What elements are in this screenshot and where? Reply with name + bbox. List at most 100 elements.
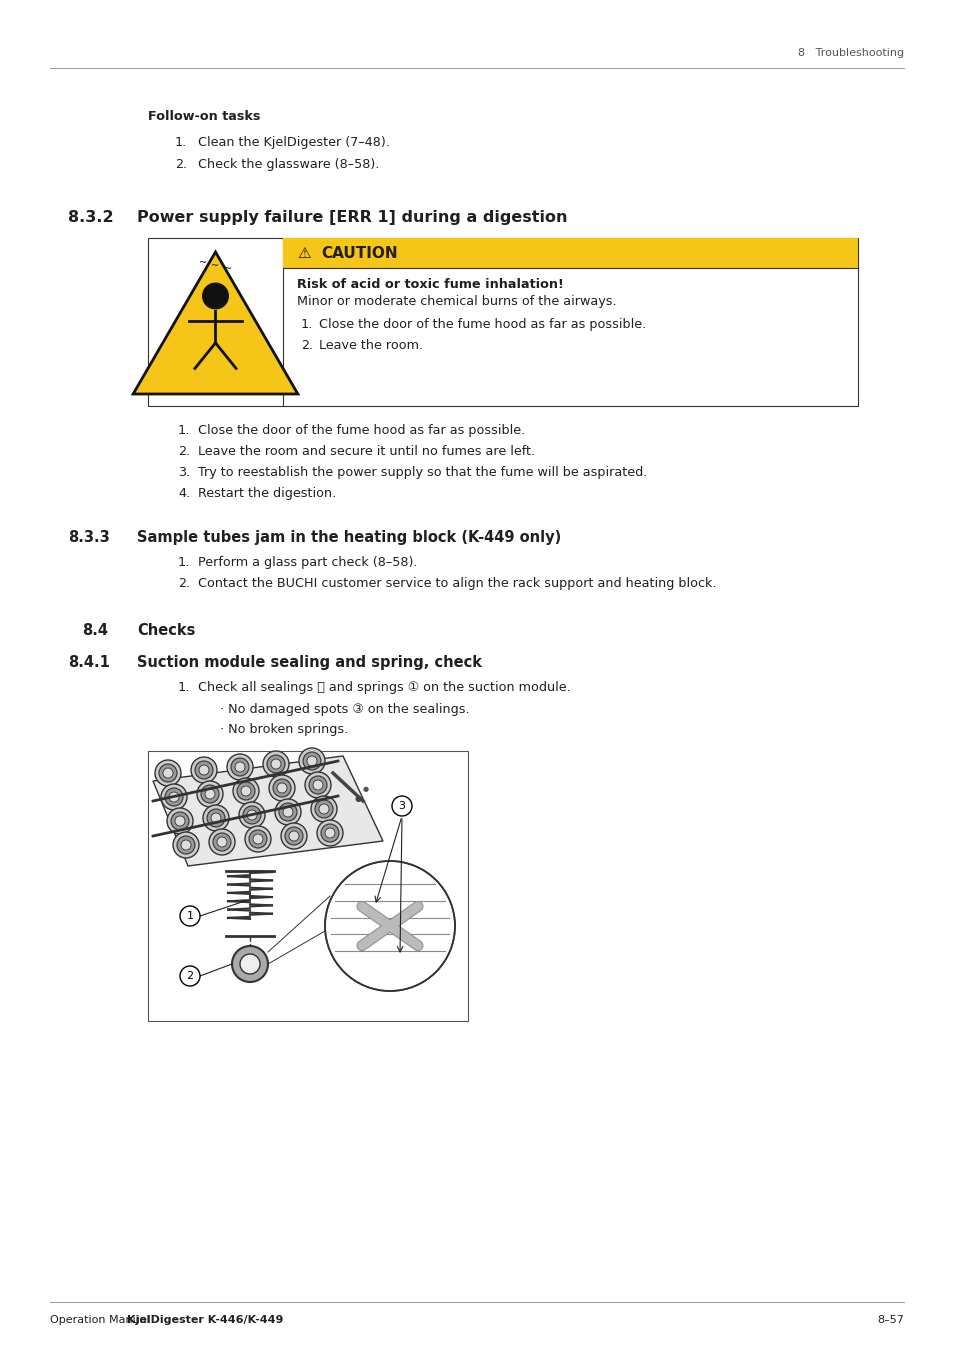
- Text: Restart the digestion.: Restart the digestion.: [198, 487, 335, 500]
- Text: 2.: 2.: [178, 576, 190, 590]
- Text: Power supply failure [ERR 1] during a digestion: Power supply failure [ERR 1] during a di…: [137, 211, 567, 225]
- Text: 8.4: 8.4: [82, 622, 108, 639]
- Circle shape: [253, 834, 263, 844]
- Text: Operation Manual: Operation Manual: [50, 1315, 150, 1324]
- Circle shape: [273, 779, 291, 796]
- Circle shape: [177, 836, 194, 855]
- Text: 1.: 1.: [174, 136, 187, 148]
- Text: ●: ●: [362, 786, 369, 792]
- Text: Check the glassware (8–58).: Check the glassware (8–58).: [198, 158, 379, 171]
- Text: 1.: 1.: [178, 680, 190, 694]
- Circle shape: [285, 828, 303, 845]
- Circle shape: [271, 759, 281, 769]
- Text: Minor or moderate chemical burns of the airways.: Minor or moderate chemical burns of the …: [296, 296, 616, 308]
- Circle shape: [196, 782, 223, 807]
- Circle shape: [303, 752, 320, 769]
- Text: Suction module sealing and spring, check: Suction module sealing and spring, check: [137, 655, 481, 670]
- Circle shape: [311, 796, 336, 822]
- Circle shape: [174, 815, 185, 826]
- Circle shape: [263, 751, 289, 778]
- Text: 3.: 3.: [178, 466, 190, 479]
- Circle shape: [167, 809, 193, 834]
- Text: 1.: 1.: [178, 556, 190, 568]
- Text: 8–57: 8–57: [876, 1315, 903, 1324]
- Text: Perform a glass part check (8–58).: Perform a glass part check (8–58).: [198, 556, 417, 568]
- Circle shape: [159, 764, 177, 782]
- Text: CAUTION: CAUTION: [320, 246, 397, 261]
- Circle shape: [307, 756, 316, 765]
- Text: Leave the room and secure it until no fumes are left.: Leave the room and secure it until no fu…: [198, 446, 535, 458]
- Text: Close the door of the fume hood as far as possible.: Close the door of the fume hood as far a…: [198, 424, 525, 437]
- Circle shape: [181, 840, 191, 850]
- Circle shape: [180, 967, 200, 985]
- Circle shape: [154, 760, 181, 786]
- Text: KjelDigester K-446/K-449: KjelDigester K-446/K-449: [127, 1315, 283, 1324]
- Circle shape: [325, 828, 335, 838]
- Text: Check all sealings Ⓐ and springs ① on the suction module.: Check all sealings Ⓐ and springs ① on th…: [198, 680, 570, 694]
- Circle shape: [171, 811, 189, 830]
- FancyBboxPatch shape: [148, 751, 468, 1021]
- FancyBboxPatch shape: [283, 238, 857, 269]
- Text: ●: ●: [354, 795, 361, 803]
- Circle shape: [161, 784, 187, 810]
- Circle shape: [163, 768, 172, 778]
- Text: 2: 2: [186, 971, 193, 981]
- Text: ⚠: ⚠: [296, 246, 311, 261]
- Text: Sample tubes jam in the heating block (K-449 only): Sample tubes jam in the heating block (K…: [137, 531, 560, 545]
- FancyBboxPatch shape: [148, 238, 857, 406]
- Circle shape: [314, 801, 333, 818]
- Circle shape: [239, 802, 265, 828]
- Text: 2.: 2.: [301, 339, 313, 352]
- Circle shape: [231, 757, 249, 776]
- Circle shape: [240, 954, 260, 973]
- Text: Risk of acid or toxic fume inhalation!: Risk of acid or toxic fume inhalation!: [296, 278, 563, 292]
- Text: 3: 3: [398, 801, 405, 811]
- Circle shape: [172, 832, 199, 859]
- Circle shape: [316, 819, 343, 846]
- Circle shape: [194, 761, 213, 779]
- Text: 8   Troubleshooting: 8 Troubleshooting: [797, 49, 903, 58]
- Circle shape: [199, 765, 209, 775]
- Text: Follow-on tasks: Follow-on tasks: [148, 109, 260, 123]
- Circle shape: [169, 792, 179, 802]
- Circle shape: [209, 829, 234, 855]
- Circle shape: [234, 761, 245, 772]
- Circle shape: [236, 782, 254, 801]
- Circle shape: [201, 784, 219, 803]
- Text: · No broken springs.: · No broken springs.: [220, 724, 348, 736]
- Circle shape: [216, 837, 227, 846]
- Text: 1.: 1.: [178, 424, 190, 437]
- Circle shape: [281, 824, 307, 849]
- Circle shape: [211, 813, 221, 823]
- Circle shape: [191, 757, 216, 783]
- Text: 8.3.2: 8.3.2: [68, 211, 113, 225]
- Circle shape: [289, 832, 298, 841]
- Circle shape: [392, 796, 412, 815]
- Circle shape: [233, 778, 258, 805]
- Circle shape: [241, 786, 251, 796]
- Circle shape: [180, 906, 200, 926]
- Circle shape: [298, 748, 325, 774]
- Circle shape: [318, 805, 329, 814]
- Text: ~: ~: [212, 262, 219, 271]
- Circle shape: [205, 788, 214, 799]
- Circle shape: [202, 284, 228, 309]
- Text: Clean the KjelDigester (7–48).: Clean the KjelDigester (7–48).: [198, 136, 390, 148]
- Circle shape: [243, 806, 261, 824]
- Circle shape: [227, 755, 253, 780]
- Circle shape: [325, 861, 455, 991]
- Circle shape: [309, 776, 327, 794]
- Text: · No damaged spots ③ on the sealings.: · No damaged spots ③ on the sealings.: [220, 703, 469, 716]
- Circle shape: [232, 946, 268, 981]
- Circle shape: [207, 809, 225, 828]
- Circle shape: [274, 799, 301, 825]
- Circle shape: [267, 755, 285, 774]
- Text: 2.: 2.: [178, 446, 190, 458]
- Circle shape: [245, 826, 271, 852]
- Circle shape: [249, 830, 267, 848]
- Text: 4.: 4.: [178, 487, 190, 500]
- Text: Contact the BUCHI customer service to align the rack support and heating block.: Contact the BUCHI customer service to al…: [198, 576, 716, 590]
- Circle shape: [283, 807, 293, 817]
- Text: 1: 1: [186, 911, 193, 921]
- Text: Checks: Checks: [137, 622, 195, 639]
